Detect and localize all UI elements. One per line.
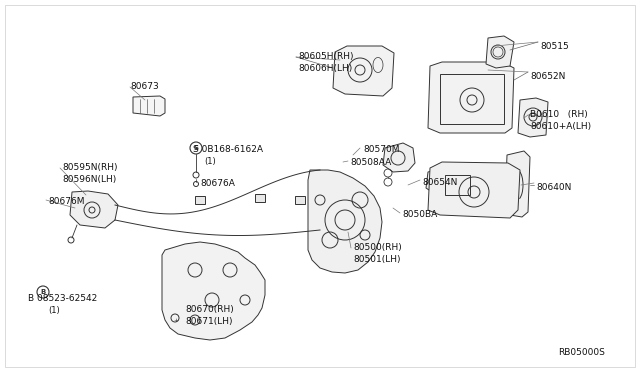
Text: B: B <box>40 289 45 295</box>
Text: (1): (1) <box>48 306 60 315</box>
Text: RB05000S: RB05000S <box>558 348 605 357</box>
Text: 80596N(LH): 80596N(LH) <box>62 175 116 184</box>
Text: 80673: 80673 <box>130 82 159 91</box>
Polygon shape <box>518 98 548 137</box>
Text: 80654N: 80654N <box>422 178 458 187</box>
Polygon shape <box>133 96 165 116</box>
Text: 80595N(RH): 80595N(RH) <box>62 163 118 172</box>
Polygon shape <box>428 62 514 133</box>
Text: 80605H(RH): 80605H(RH) <box>298 52 353 61</box>
Text: S 0B168-6162A: S 0B168-6162A <box>193 145 263 154</box>
Bar <box>440 74 504 124</box>
Polygon shape <box>428 162 520 218</box>
Text: B 08523-62542: B 08523-62542 <box>28 294 97 303</box>
Text: 80570M: 80570M <box>363 145 399 154</box>
Bar <box>445 175 470 195</box>
Text: 80501(LH): 80501(LH) <box>353 255 401 264</box>
Text: 80676M: 80676M <box>48 197 84 206</box>
Text: 80500(RH): 80500(RH) <box>353 243 402 252</box>
Bar <box>295 196 305 204</box>
Text: (1): (1) <box>204 157 216 166</box>
Text: 80671(LH): 80671(LH) <box>185 317 232 326</box>
Text: 80652N: 80652N <box>530 72 565 81</box>
Polygon shape <box>70 191 118 228</box>
Bar <box>195 196 205 204</box>
Text: 8050BA: 8050BA <box>402 210 437 219</box>
Polygon shape <box>505 151 530 217</box>
Polygon shape <box>486 36 514 68</box>
Text: 80676A: 80676A <box>200 180 235 189</box>
Polygon shape <box>308 170 382 273</box>
Text: 80610+A(LH): 80610+A(LH) <box>530 122 591 131</box>
Text: 80670(RH): 80670(RH) <box>185 305 234 314</box>
Polygon shape <box>383 143 415 172</box>
Polygon shape <box>162 242 265 340</box>
Text: 80640N: 80640N <box>536 183 572 192</box>
Text: 80606H(LH): 80606H(LH) <box>298 64 352 73</box>
Polygon shape <box>333 46 394 96</box>
Text: 80508AA: 80508AA <box>350 158 391 167</box>
Polygon shape <box>426 168 456 194</box>
Text: 80515: 80515 <box>540 42 569 51</box>
Text: +: + <box>173 317 179 323</box>
Text: B0610   (RH): B0610 (RH) <box>530 110 588 119</box>
Text: S: S <box>193 145 198 151</box>
Bar <box>255 194 265 202</box>
